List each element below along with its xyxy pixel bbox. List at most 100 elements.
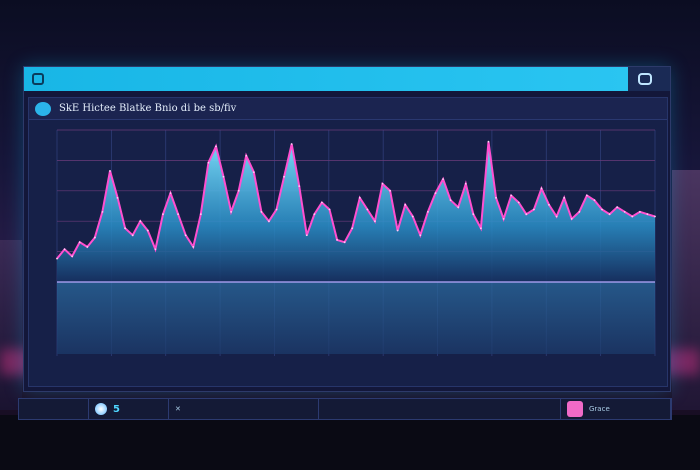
app-icon[interactable] — [32, 73, 44, 85]
data-point — [510, 194, 513, 197]
data-point — [464, 182, 467, 185]
data-point — [404, 203, 407, 206]
data-point — [215, 145, 217, 148]
data-point — [199, 213, 202, 216]
chart-panel: SkE Hictee Blatke Bnio di be sb/fiv — [28, 97, 668, 387]
data-point — [555, 215, 558, 218]
data-point — [328, 208, 331, 211]
data-point — [540, 187, 543, 190]
status-left[interactable] — [19, 399, 89, 419]
data-point — [585, 194, 588, 197]
chat-icon[interactable] — [638, 73, 652, 85]
data-point — [336, 239, 338, 241]
data-point — [56, 257, 58, 260]
data-point — [222, 175, 225, 178]
tool-icon[interactable]: ✕ — [175, 405, 181, 413]
data-point — [321, 201, 323, 204]
panel-header: SkE Hictee Blatke Bnio di be sb/fiv — [29, 98, 667, 120]
building-left — [0, 240, 22, 410]
data-point — [313, 213, 316, 216]
data-point — [646, 213, 649, 216]
status-number: 5 — [113, 403, 120, 415]
data-point — [245, 154, 248, 157]
data-point — [131, 234, 134, 237]
data-point — [109, 170, 111, 172]
data-point — [457, 206, 460, 209]
data-point — [260, 210, 263, 213]
data-point — [608, 213, 611, 216]
data-point — [351, 227, 354, 230]
data-point — [305, 234, 308, 237]
data-point — [623, 210, 626, 213]
area-chart[interactable] — [29, 120, 669, 388]
data-point — [419, 234, 422, 237]
data-point — [434, 192, 437, 195]
status-middle — [319, 399, 561, 419]
data-point — [86, 246, 89, 248]
logo-icon — [35, 101, 51, 116]
data-point — [411, 215, 414, 218]
data-point — [472, 213, 475, 216]
chart-area[interactable] — [29, 120, 669, 388]
desk-surface — [0, 415, 700, 470]
data-point — [442, 178, 444, 181]
data-point — [389, 189, 391, 192]
data-point — [532, 208, 535, 211]
data-point — [268, 220, 270, 223]
data-point — [374, 220, 376, 223]
user-badge-icon[interactable] — [567, 401, 583, 417]
data-point — [479, 227, 482, 230]
data-point — [230, 210, 233, 213]
data-point — [207, 161, 210, 164]
status-bar: 5 ✕ Grace — [18, 398, 672, 420]
data-point — [192, 246, 195, 248]
data-point — [116, 196, 119, 199]
disc-icon — [95, 403, 107, 415]
data-point — [139, 220, 142, 223]
data-point — [396, 229, 399, 232]
data-point — [78, 241, 81, 244]
data-point — [517, 201, 520, 204]
data-point — [162, 213, 164, 216]
data-point — [578, 210, 581, 213]
data-point — [93, 236, 96, 239]
title-bar — [24, 67, 670, 91]
status-tools[interactable]: ✕ — [169, 399, 319, 419]
data-point — [275, 208, 278, 211]
data-point — [631, 215, 634, 218]
data-point — [154, 248, 157, 251]
panel-title: SkE Hictee Blatke Bnio di be sb/fiv — [59, 103, 237, 114]
data-point — [290, 143, 293, 145]
series-points — [56, 140, 656, 260]
data-point — [654, 215, 656, 218]
data-point — [548, 203, 550, 206]
series-line — [56, 141, 656, 260]
data-point — [449, 199, 452, 202]
data-point — [601, 208, 603, 211]
status-right-label: Grace — [589, 405, 610, 413]
lower-band — [57, 282, 655, 354]
data-point — [563, 196, 566, 199]
data-point — [525, 213, 528, 216]
data-point — [593, 199, 596, 202]
status-right[interactable]: Grace — [561, 399, 671, 419]
data-point — [366, 208, 369, 211]
data-point — [343, 241, 346, 244]
data-point — [71, 255, 74, 258]
data-point — [252, 171, 255, 173]
data-point — [124, 227, 127, 230]
data-point — [487, 140, 490, 143]
data-point — [570, 217, 573, 220]
data-point — [298, 185, 301, 188]
data-point — [616, 206, 619, 209]
data-point — [381, 182, 384, 185]
status-counter[interactable]: 5 — [89, 399, 169, 419]
data-point — [638, 210, 641, 213]
data-point — [502, 217, 505, 220]
data-point — [146, 229, 149, 232]
topbar-account[interactable] — [628, 67, 670, 91]
data-point — [358, 196, 361, 199]
data-point — [63, 248, 66, 251]
data-point — [184, 234, 187, 237]
data-point — [101, 210, 104, 213]
